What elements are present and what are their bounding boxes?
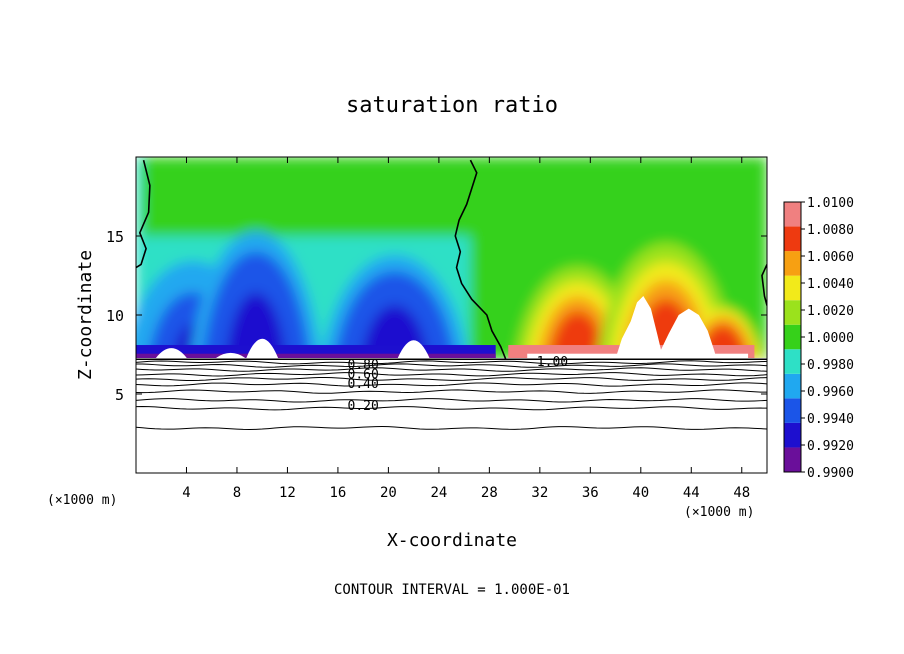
contour-labels: 0.800.600.40 0.20 1.00 (348, 355, 569, 414)
colorbar-swatch-7 (784, 275, 801, 301)
contour-label-0: 0.80 (348, 358, 379, 373)
surface-bump-3 (397, 340, 430, 358)
x-axis-label: X-coordinate (387, 530, 517, 551)
unity-contour-0 (136, 159, 151, 269)
contour-0.3 (136, 398, 767, 403)
colorbar-label-7: 1.0040 (807, 277, 854, 292)
y-tick-label-15: 15 (106, 228, 124, 246)
contour-0.8 (136, 367, 767, 372)
colorbar-swatch-10 (784, 202, 801, 227)
colorbar-swatch-8 (784, 251, 801, 276)
contour-0.4 (136, 389, 767, 394)
colorbar-label-1: 0.9920 (807, 439, 854, 454)
x-tick-label-48: 48 (733, 485, 750, 501)
contour-label-1: 0.60 (348, 367, 379, 382)
surface-band-driest (136, 353, 496, 358)
contour-label-3: 0.20 (348, 399, 379, 414)
colorbar-label-0: 0.9900 (807, 466, 854, 481)
colorbar-swatch-5 (784, 324, 801, 350)
colorbar-label-8: 1.0060 (807, 250, 854, 265)
x-tick-label-12: 12 (279, 485, 296, 501)
x-tick-label-24: 24 (430, 485, 447, 501)
colorbar-label-10: 1.0100 (807, 196, 854, 211)
colorbar-swatch-2 (784, 398, 801, 423)
contour-label-4: 1.00 (537, 355, 568, 370)
field-top-left (142, 157, 477, 236)
colorbar-swatch-3 (784, 373, 801, 399)
field-gradient (136, 157, 767, 358)
surface-bump-2 (246, 338, 279, 358)
saturation-field (136, 157, 767, 358)
plot-area: 0.800.600.400.201.00 4 8 12 16 20 24 28 32 36 40 4… (106, 156, 768, 501)
x-tick-label-16: 16 (329, 485, 346, 501)
contour-0.5 (136, 382, 767, 387)
y-tick-label-5: 5 (115, 386, 124, 404)
colorbar-label-3: 0.9960 (807, 385, 854, 400)
contour-interval-note: CONTOUR INTERVAL = 1.000E-01 (334, 582, 570, 598)
colorbar-label-6: 1.0020 (807, 304, 854, 319)
colorbar-swatch-1 (784, 422, 801, 448)
colorbar-label-2: 0.9940 (807, 412, 854, 427)
unity-contour-2 (761, 264, 767, 306)
contour-0.6 (136, 376, 767, 382)
chart-title: saturation ratio (346, 93, 558, 118)
surface-bump-1 (216, 352, 246, 358)
x-unit-left: (×1000 m) (47, 493, 117, 508)
x-unit-right: (×1000 m) (684, 505, 754, 520)
x-tick-label-40: 40 (632, 485, 649, 501)
dry-pocket-0 (615, 296, 717, 358)
x-tick-label-32: 32 (531, 485, 548, 501)
surface-bump-0 (155, 348, 187, 358)
x-tick-label-28: 28 (481, 485, 498, 501)
colorbar-swatch-6 (784, 300, 801, 325)
colorbar-label-4: 0.9980 (807, 358, 854, 373)
x-axis-ticks: 4 8 12 16 20 24 28 32 36 40 44 48 (182, 157, 750, 501)
y-axis-label: Z-coordinate (75, 250, 96, 380)
colorbar-label-9: 1.0080 (807, 223, 854, 238)
x-tick-label-36: 36 (582, 485, 599, 501)
surface-band-white (527, 353, 749, 358)
colorbar-swatch-9 (784, 226, 801, 252)
contour-0.9 (136, 363, 767, 368)
x-tick-label-8: 8 (233, 485, 241, 501)
contour-label-2: 0.40 (348, 377, 379, 392)
x-tick-label-20: 20 (380, 485, 397, 501)
x-tick-label-4: 4 (182, 485, 190, 501)
contour-0.95 (136, 360, 767, 365)
colorbar-label-5: 1.0000 (807, 331, 854, 346)
colorbar: 0.9900 0.9920 0.9940 0.9960 0.9980 1.0000 1.00… (783, 196, 854, 481)
colorbar-swatch-0 (784, 447, 801, 472)
unity-contour-1 (454, 159, 507, 360)
y-tick-label-10: 10 (106, 307, 124, 325)
y-axis-ticks: 5 10 15 (106, 228, 767, 404)
colorbar-swatch-4 (784, 349, 801, 374)
contour-0.1 (136, 426, 767, 430)
contour-0.2 (136, 406, 767, 411)
x-tick-label-44: 44 (683, 485, 700, 501)
contour-0.7 (136, 372, 767, 377)
contour-lines (136, 159, 767, 430)
